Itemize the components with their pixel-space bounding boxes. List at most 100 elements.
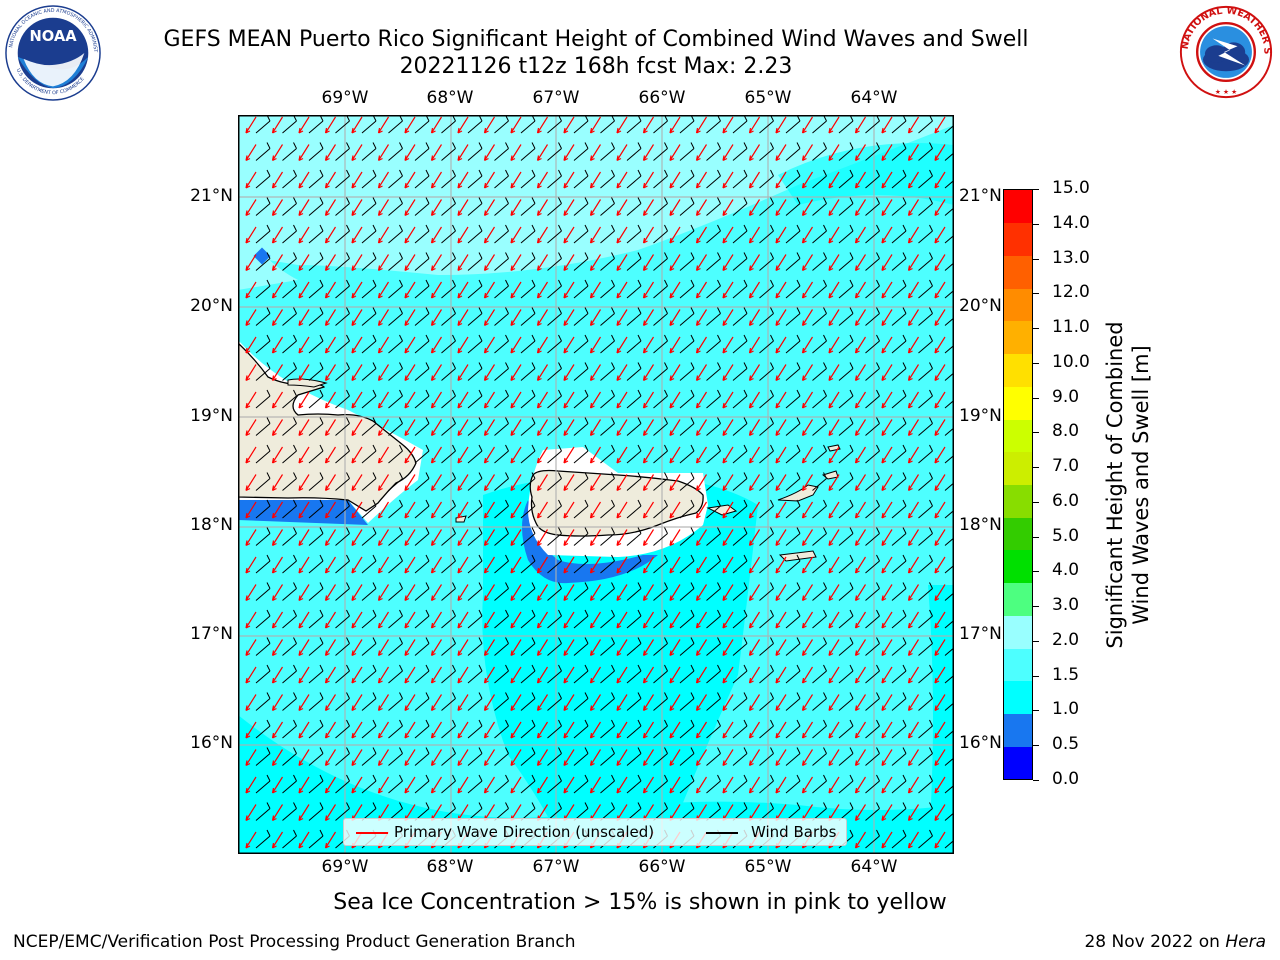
wave-direction-arrow xyxy=(669,611,681,629)
wind-barb xyxy=(653,527,668,546)
wave-direction-arrow xyxy=(589,501,602,519)
wind-barb xyxy=(494,692,509,711)
wind-barb xyxy=(255,829,271,849)
wind-barb xyxy=(653,664,668,684)
wave-direction-arrow xyxy=(907,529,920,547)
wave-direction-arrow xyxy=(775,364,787,382)
wave-direction-arrow xyxy=(907,281,920,299)
wave-direction-arrow xyxy=(695,364,708,382)
wind-barb xyxy=(626,609,642,629)
wind-barb xyxy=(414,279,430,299)
wave-direction-arrow xyxy=(934,281,946,299)
wave-direction-arrow xyxy=(695,611,708,629)
colorbar-tick-mark xyxy=(1033,293,1039,295)
wind-barb xyxy=(441,664,456,684)
wave-direction-arrow xyxy=(271,226,284,244)
wave-direction-arrow xyxy=(324,226,337,244)
wave-direction-arrow xyxy=(828,171,840,189)
wave-direction-arrow xyxy=(801,309,814,327)
wind-barb xyxy=(494,142,509,161)
wind-barb xyxy=(573,389,589,409)
wave-direction-arrow xyxy=(722,419,734,437)
wave-direction-arrow xyxy=(563,364,575,382)
colorbar-tick-mark xyxy=(1033,675,1039,677)
wind-barb xyxy=(812,664,827,684)
wind-barb xyxy=(812,472,827,491)
wind-barb xyxy=(785,499,801,519)
wave-direction-arrow xyxy=(642,639,655,657)
wave-direction-arrow xyxy=(828,666,840,684)
wave-direction-arrow xyxy=(642,116,655,134)
wave-direction-arrow xyxy=(854,584,867,602)
wind-barb xyxy=(573,252,589,271)
wave-direction-arrow xyxy=(616,529,628,547)
wind-barb xyxy=(547,527,562,546)
wind-barb xyxy=(759,334,774,354)
wind-barb xyxy=(944,757,954,766)
wave-direction-arrow xyxy=(483,226,496,244)
wind-barb xyxy=(414,554,430,574)
wind-barb xyxy=(918,609,933,629)
wave-direction-arrow xyxy=(245,749,257,767)
wind-barb xyxy=(679,472,695,491)
wave-direction-arrow xyxy=(854,116,867,134)
wind-barb xyxy=(414,362,430,381)
wave-direction-arrow xyxy=(245,116,257,134)
wave-direction-arrow xyxy=(245,446,257,464)
wind-barb xyxy=(573,307,589,326)
wave-direction-arrow xyxy=(324,199,337,217)
wave-direction-arrow xyxy=(483,474,496,492)
wind-barb xyxy=(520,582,536,601)
wind-barb xyxy=(547,609,562,629)
wind-barb xyxy=(282,417,297,436)
wind-barb xyxy=(732,142,748,161)
wind-barb xyxy=(520,197,536,216)
wind-barb xyxy=(944,564,954,574)
wave-direction-arrow xyxy=(404,446,416,464)
wave-direction-arrow xyxy=(404,721,416,739)
wind-barb xyxy=(388,169,403,189)
wind-barb xyxy=(732,609,748,629)
wave-direction-arrow xyxy=(907,199,920,217)
wind-barb xyxy=(759,362,774,381)
wave-direction-arrow xyxy=(298,639,310,657)
wave-direction-arrow xyxy=(616,226,628,244)
wind-barb xyxy=(785,252,801,271)
wave-direction-arrow xyxy=(616,419,628,437)
wave-direction-arrow xyxy=(854,364,867,382)
wave-direction-arrow xyxy=(404,474,416,492)
wave-direction-arrow xyxy=(669,694,681,712)
wave-direction-arrow xyxy=(563,254,575,272)
wind-barb xyxy=(308,499,324,519)
wind-barb xyxy=(467,169,483,189)
wind-barb xyxy=(812,307,827,326)
wave-direction-arrow xyxy=(801,666,814,684)
wind-barb xyxy=(255,719,271,739)
wave-direction-arrow xyxy=(748,529,761,547)
lon-label-bottom: 69°W xyxy=(321,857,369,877)
lat-label-right: 16°N xyxy=(959,733,1002,753)
wave-direction-arrow xyxy=(324,474,337,492)
wave-direction-arrow xyxy=(775,171,787,189)
wind-barb xyxy=(441,692,456,711)
wave-direction-arrow xyxy=(271,309,284,327)
wind-barb xyxy=(520,279,536,299)
wind-barb xyxy=(812,554,827,574)
wave-direction-arrow xyxy=(616,144,628,162)
wave-direction-arrow xyxy=(934,171,946,189)
wind-barb xyxy=(282,609,297,629)
wind-barb xyxy=(335,334,350,354)
wind-barb xyxy=(361,499,377,519)
wind-barb xyxy=(812,637,827,656)
wind-barb xyxy=(467,252,483,271)
wave-direction-arrow xyxy=(457,666,469,684)
wind-barb xyxy=(361,169,377,189)
wave-direction-arrow xyxy=(934,749,946,767)
wave-direction-arrow xyxy=(536,199,549,217)
wind-barb xyxy=(944,234,954,244)
wind-barb xyxy=(335,362,350,381)
lat-label-left: 18°N xyxy=(190,515,233,535)
wind-barb xyxy=(706,499,721,519)
wave-direction-arrow xyxy=(669,171,681,189)
wind-barb xyxy=(944,839,954,849)
